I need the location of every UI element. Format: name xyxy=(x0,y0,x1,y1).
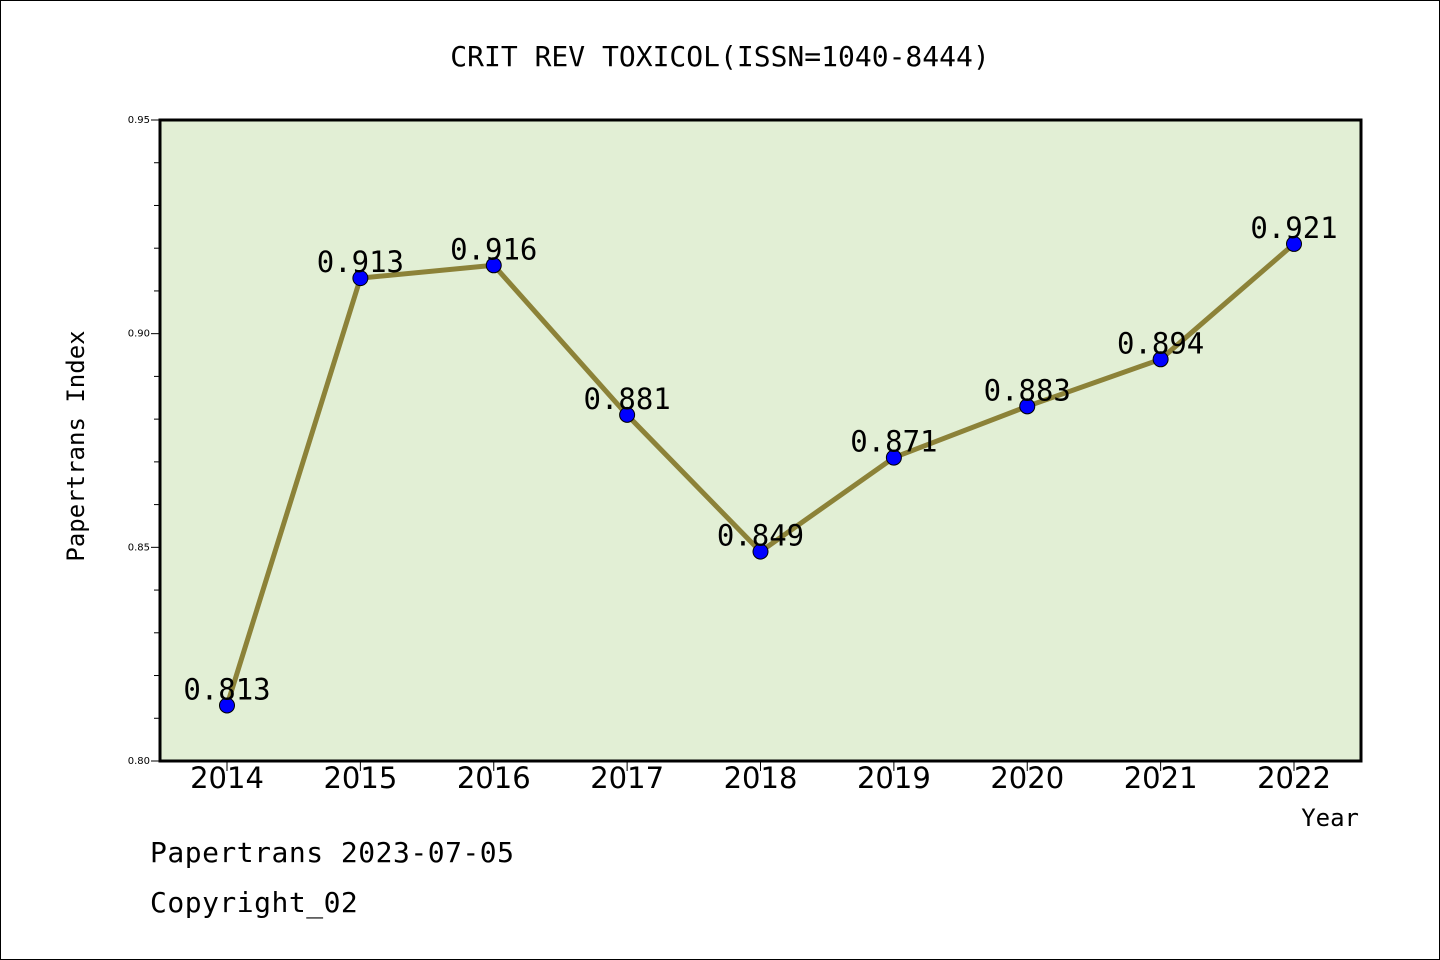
data-point xyxy=(752,543,769,560)
x-tick-label: 2015 xyxy=(323,761,397,795)
x-axis: 2014 2015 2016 2017 2018 2019 2020 2021 2022 xyxy=(190,761,1331,795)
chart-title: CRIT REV TOXICOL(ISSN=1040-8444) xyxy=(450,40,989,73)
data-label: 0.921 xyxy=(1250,211,1337,245)
data-label: 0.913 xyxy=(317,245,404,279)
data-label: 0.881 xyxy=(583,382,670,416)
data-point xyxy=(1019,398,1036,415)
data-point xyxy=(619,406,636,423)
data-point xyxy=(352,270,369,287)
footer-copyright: Copyright_02 xyxy=(150,886,359,919)
data-label: 0.894 xyxy=(1117,326,1204,360)
data-labels: 0.813 0.913 0.916 0.881 0.849 0.871 0.883 0.894… xyxy=(183,211,1337,707)
data-label: 0.813 xyxy=(183,672,270,706)
y-tick-label: 0.80 xyxy=(128,756,150,767)
y-tick-label: 0.95 xyxy=(128,115,150,126)
data-points xyxy=(219,235,1302,714)
data-label: 0.883 xyxy=(984,373,1071,407)
plot-area xyxy=(158,118,1363,763)
x-axis-label: Year xyxy=(1301,804,1359,832)
x-tick-label: 2018 xyxy=(724,761,798,795)
x-tick-label: 2017 xyxy=(590,761,664,795)
data-point xyxy=(485,257,502,274)
data-point xyxy=(219,697,235,714)
data-label: 0.916 xyxy=(450,232,537,266)
x-tick-label: 2016 xyxy=(457,761,531,795)
data-label: 0.871 xyxy=(850,425,937,459)
y-tick-label: 0.85 xyxy=(128,542,150,553)
y-tick-label: 0.90 xyxy=(128,329,150,340)
data-point xyxy=(885,449,902,466)
x-tick-label: 2021 xyxy=(1124,761,1198,795)
y-axis-label: Papertrans Index xyxy=(62,330,90,561)
x-tick-label: 2020 xyxy=(990,761,1064,795)
x-tick-label: 2022 xyxy=(1257,761,1331,795)
x-tick-label: 2014 xyxy=(190,761,264,795)
data-point xyxy=(1286,235,1302,252)
x-tick-label: 2019 xyxy=(857,761,931,795)
y-axis: 0.80 0.85 0.90 0.95 xyxy=(128,115,160,767)
footer-date: Papertrans 2023-07-05 xyxy=(150,836,515,869)
data-label: 0.849 xyxy=(717,519,804,553)
data-point xyxy=(1152,351,1169,368)
